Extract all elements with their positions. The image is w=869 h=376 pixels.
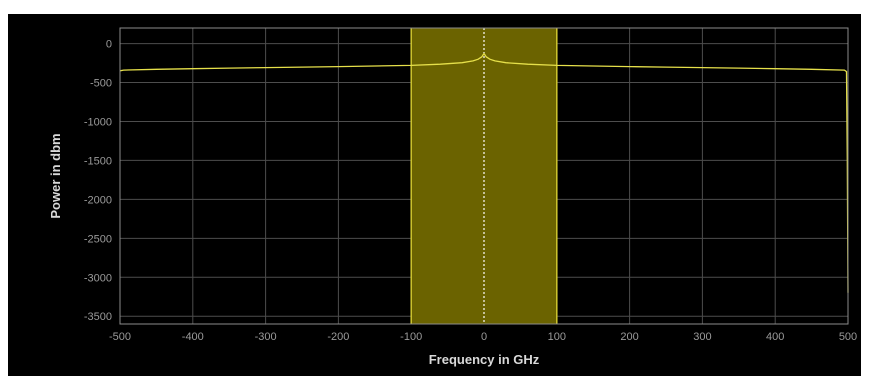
x-tick-label: -200 bbox=[327, 331, 349, 343]
y-tick-label: -2000 bbox=[84, 194, 112, 206]
highlight-band-layer bbox=[410, 28, 558, 324]
y-tick-label: -1000 bbox=[84, 116, 112, 128]
chart-canvas: -500 -400 -300 -200 -100 0 100 200 300 400 5000-50… bbox=[48, 27, 857, 367]
x-tick-label: -100 bbox=[400, 331, 422, 343]
axes-box bbox=[119, 27, 849, 325]
x-tick-label: -300 bbox=[255, 331, 277, 343]
y-tick-label: 0 bbox=[106, 39, 112, 51]
y-axis-label: Power in dbm bbox=[48, 133, 63, 218]
tick-labels: -500 -400 -300 -200 -100 0 100 200 300 400 5000-50… bbox=[84, 39, 857, 343]
x-tick-label: -400 bbox=[182, 331, 204, 343]
x-tick-label: 500 bbox=[839, 331, 857, 343]
y-tick-label: -500 bbox=[90, 78, 112, 90]
x-tick-label: -500 bbox=[109, 331, 131, 343]
spectrum-plot: -500 -400 -300 -200 -100 0 100 200 300 400 500 0 -50… bbox=[8, 14, 861, 376]
y-tick-label: -3000 bbox=[84, 272, 112, 284]
x-tick-label: 200 bbox=[620, 331, 638, 343]
x-tick-label: 0 bbox=[481, 331, 487, 343]
y-tick-label: -3500 bbox=[84, 311, 112, 323]
spectrum-line bbox=[119, 52, 849, 293]
x-axis-label: Frequency in GHz bbox=[429, 352, 540, 367]
y-tick-label: -1500 bbox=[84, 155, 112, 167]
y-tick-label: -2500 bbox=[84, 233, 112, 245]
x-tick-label: 400 bbox=[766, 331, 784, 343]
x-tick-label: 300 bbox=[693, 331, 711, 343]
x-tick-label: 100 bbox=[548, 331, 566, 343]
series-layer bbox=[119, 52, 849, 293]
